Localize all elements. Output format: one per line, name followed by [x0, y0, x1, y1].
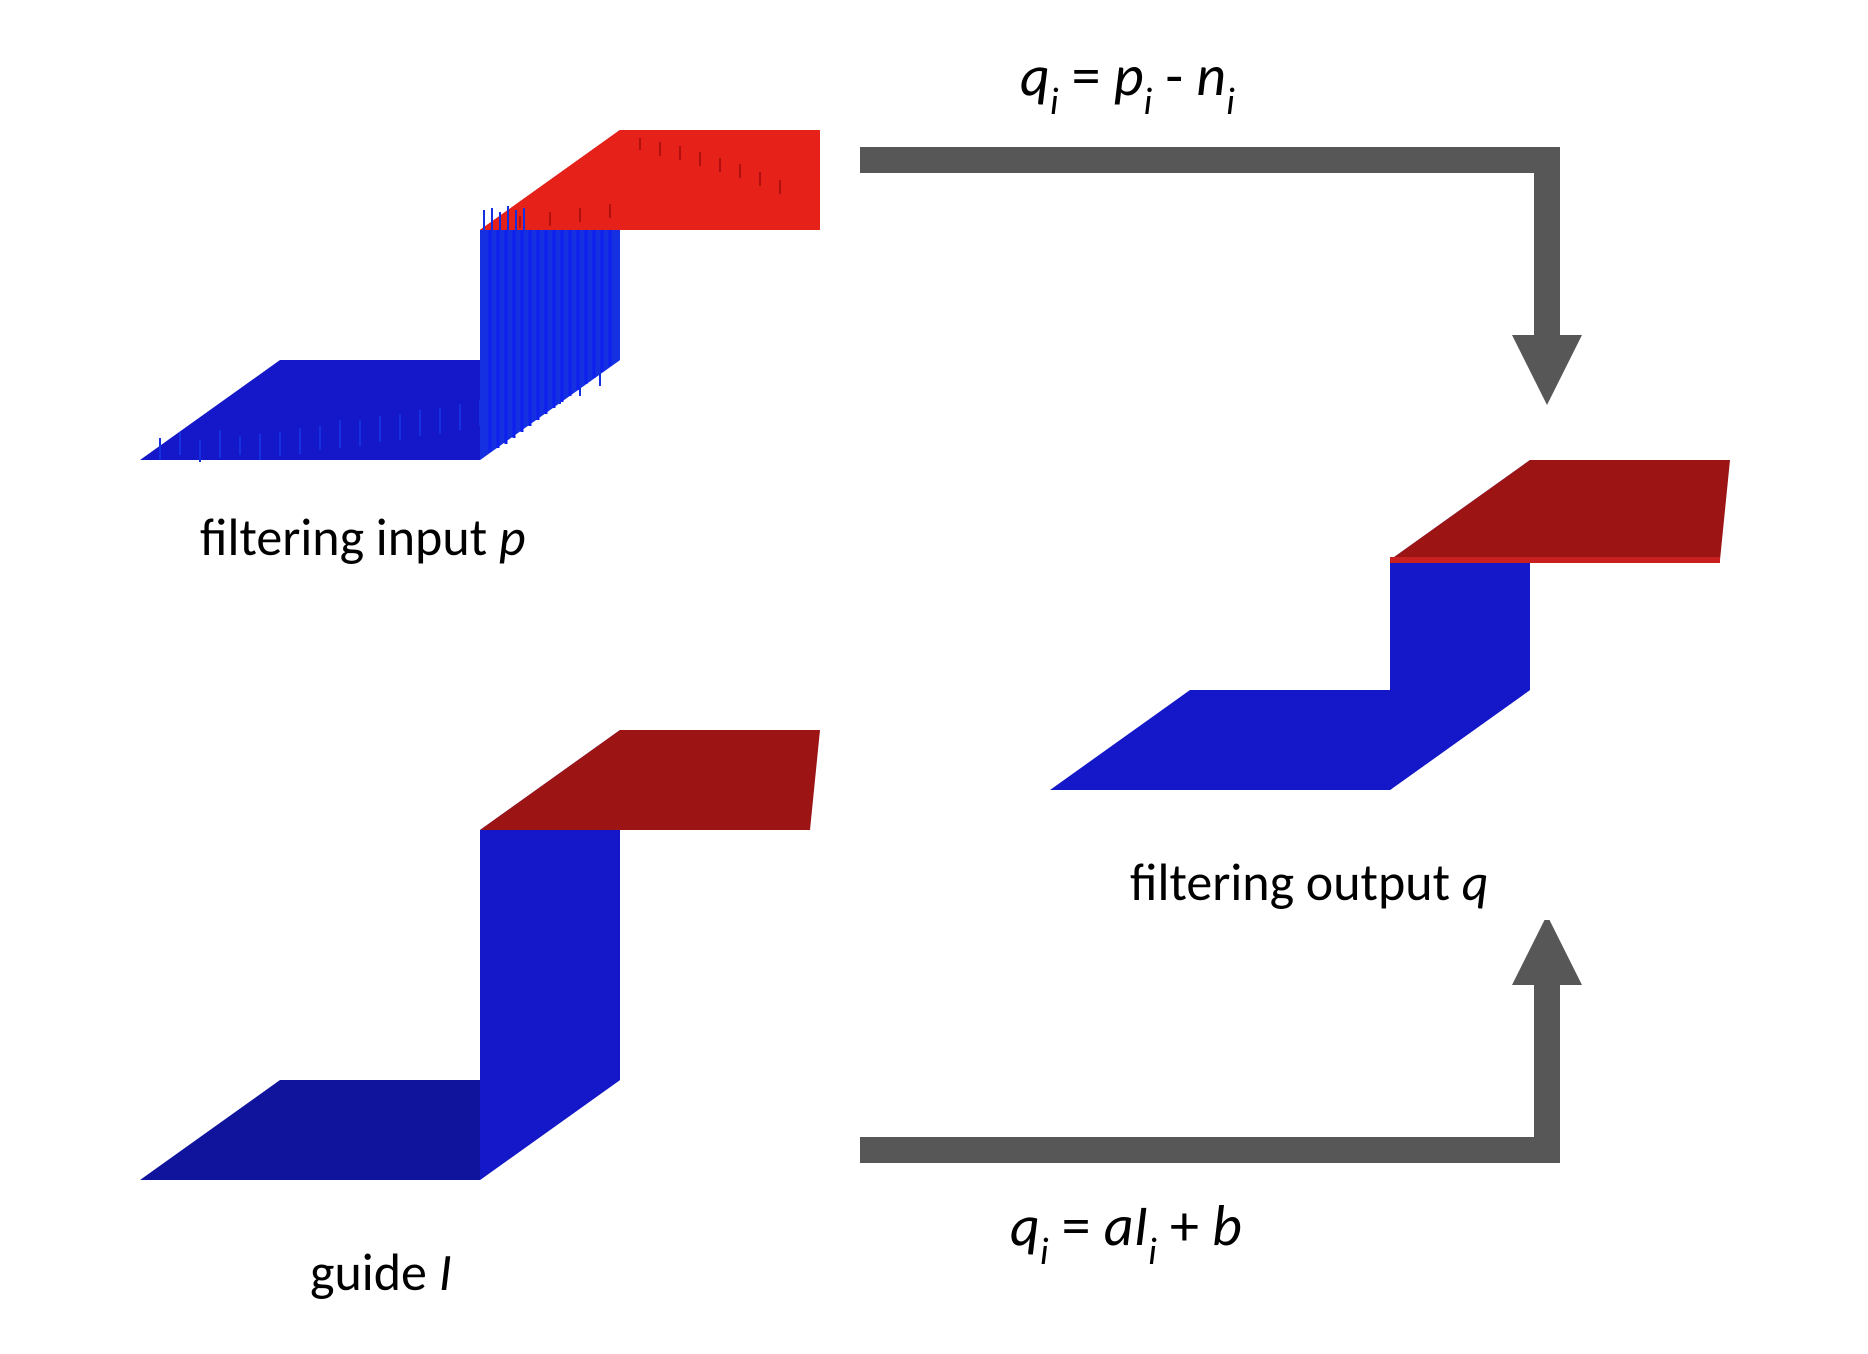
- fp: p: [1114, 40, 1144, 111]
- surface-guide-i: [100, 720, 840, 1220]
- arrow-bottom-label: qi = aIi + b: [1010, 1190, 1242, 1269]
- bq: q: [1010, 1190, 1040, 1261]
- fq: q: [1020, 40, 1050, 111]
- ba: a: [1104, 1190, 1134, 1261]
- bi1: i: [1040, 1229, 1049, 1275]
- arrow-bottom: [860, 920, 1600, 1180]
- surface-output-q: [1010, 390, 1750, 830]
- bplus: +: [1157, 1190, 1212, 1261]
- fi3: i: [1226, 79, 1235, 125]
- caption-input-p-text: filtering input: [200, 505, 499, 569]
- caption-guide-i-var: I: [439, 1240, 452, 1304]
- bi2: i: [1148, 1229, 1157, 1275]
- arrow-top: [860, 90, 1600, 420]
- caption-input-p-var: p: [499, 505, 526, 569]
- fminus: -: [1152, 40, 1196, 111]
- caption-guide-i-text: guide: [310, 1240, 439, 1304]
- arrow-top-label: qi = pi - ni: [1020, 40, 1235, 119]
- caption-output-q-var: q: [1462, 850, 1489, 914]
- caption-guide-i: guide I: [310, 1240, 452, 1304]
- bb: b: [1212, 1190, 1242, 1261]
- caption-output-q-text: filtering output: [1130, 850, 1462, 914]
- feq: =: [1059, 40, 1114, 111]
- surface-input-p: [100, 60, 840, 500]
- fi1: i: [1050, 79, 1059, 125]
- caption-output-q: filtering output q: [1130, 850, 1489, 914]
- caption-input-p: filtering input p: [200, 505, 526, 569]
- beq: =: [1049, 1190, 1104, 1261]
- diagram-stage: filtering input p guide I filtering outp…: [0, 0, 1868, 1354]
- fi2: i: [1144, 79, 1153, 125]
- bI: I: [1134, 1190, 1149, 1261]
- fn: n: [1196, 40, 1226, 111]
